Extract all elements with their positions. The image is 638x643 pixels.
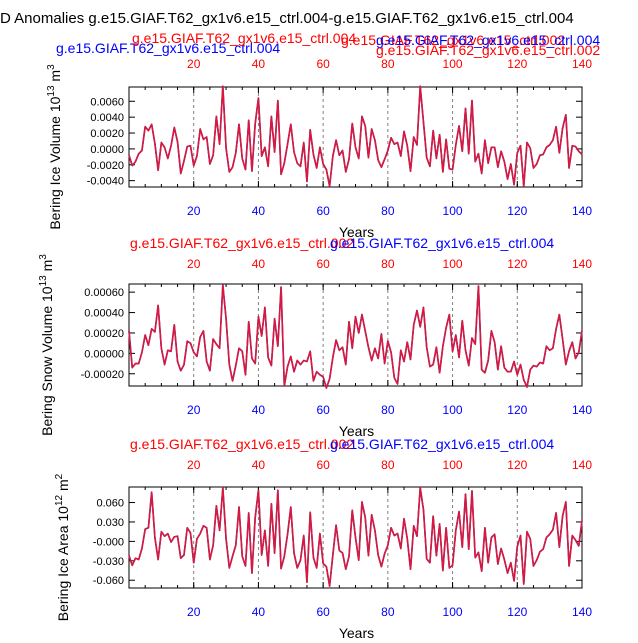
y-axis-label-part: m: [47, 70, 63, 86]
x-tick-label-top: 140: [572, 57, 592, 71]
x-tick-label: 120: [507, 403, 527, 417]
x-tick-label: 140: [572, 204, 592, 218]
y-tick-label: 0.0040: [90, 112, 124, 124]
y-tick-label: -0.00020: [81, 369, 124, 381]
x-tick-label: 80: [381, 403, 395, 417]
panel-title-red-3: g.e15.GIAF.T62_gx1v6.e15_ctrl.002: [376, 42, 600, 58]
series-line: [128, 85, 583, 188]
x-tick-label: 40: [252, 403, 266, 417]
panel-2: g.e15.GIAF.T62_gx1v6.e15_ctrl.002g.e15.G…: [38, 235, 592, 439]
x-tick-label-top: 80: [381, 257, 395, 271]
y-axis-label-part: m: [55, 479, 71, 495]
y-tick-label: -0.000: [93, 536, 124, 548]
x-tick-label: 120: [507, 204, 527, 218]
panel-title-blue: g.e15.GIAF.T62_gx1v6.e15_ctrl.004: [330, 235, 554, 251]
y-axis-label-part: Bering Ice Volume 10: [47, 96, 63, 229]
x-tick-label: 60: [316, 605, 330, 619]
y-axis-label: Bering Ice Area 1012 m2: [54, 473, 71, 621]
x-tick-label: 140: [572, 403, 592, 417]
x-tick-label-top: 20: [187, 57, 201, 71]
x-tick-label-top: 80: [381, 458, 395, 472]
x-tick-label-top: 140: [572, 458, 592, 472]
panel-title-red: g.e15.GIAF.T62_gx1v6.e15_ctrl.002: [130, 235, 354, 251]
plot-frame: [128, 283, 583, 387]
x-tick-label-top: 100: [443, 57, 463, 71]
y-axis-label-part: 13: [38, 275, 49, 287]
y-tick-label: -0.0040: [87, 176, 124, 188]
series-line: [128, 284, 583, 389]
x-tick-label-top: 140: [572, 257, 592, 271]
y-tick-label: 0.00020: [84, 328, 124, 340]
x-tick-label-top: 40: [252, 57, 266, 71]
y-axis-label-part: Bering Ice Area 10: [55, 506, 71, 621]
y-tick-label: 0.00040: [84, 308, 124, 320]
x-tick-label: 40: [252, 605, 266, 619]
x-tick-label: 140: [572, 605, 592, 619]
x-tick-label: 20: [187, 605, 201, 619]
x-axis-label: Years: [339, 224, 374, 240]
x-tick-label-top: 20: [187, 458, 201, 472]
panel-title-blue: g.e15.GIAF.T62_gx1v6.e15_ctrl.004: [56, 40, 280, 56]
x-tick-label-top: 120: [507, 57, 527, 71]
x-tick-label: 100: [443, 204, 463, 218]
x-tick-label: 80: [381, 605, 395, 619]
panel-3: g.e15.GIAF.T62_gx1v6.e15_ctrl.002g.e15.G…: [54, 436, 592, 641]
y-tick-label: 0.0060: [90, 96, 124, 108]
x-axis-label: Years: [339, 625, 374, 638]
y-axis-label: Bering Snow Volume 1013 m3: [38, 254, 55, 436]
x-tick-label-top: 60: [316, 458, 330, 472]
y-tick-label: 0.0020: [90, 128, 124, 140]
x-tick-label-top: 120: [507, 458, 527, 472]
x-tick-label: 60: [316, 204, 330, 218]
x-axis-label: Years: [339, 423, 374, 439]
x-tick-label: 40: [252, 204, 266, 218]
x-tick-label: 80: [381, 204, 395, 218]
y-tick-label: 0.030: [96, 517, 124, 529]
page-title: D Anomalies g.e15.GIAF.T62_gx1v6.e15_ctr…: [0, 10, 574, 27]
x-tick-label-top: 40: [252, 458, 266, 472]
plot-frame: [128, 86, 583, 188]
series-line-base: [128, 85, 583, 188]
y-axis-label-part: Bering Snow Volume 10: [39, 286, 55, 436]
y-axis-label-part: 3: [38, 254, 49, 260]
x-tick-label-top: 20: [187, 257, 201, 271]
y-tick-label: -0.060: [93, 575, 124, 587]
y-axis-label: Bering Ice Volume 1013 m3: [46, 64, 63, 230]
x-tick-label-top: 40: [252, 257, 266, 271]
x-tick-label: 120: [507, 605, 527, 619]
y-tick-label: -0.030: [93, 556, 124, 568]
panel-1: g.e15.GIAF.T62_gx1v6.e15_ctrl.004g.e15.G…: [46, 30, 600, 240]
panel-title-red-2: g.e15.GIAF.T62_gx1v6.e15_ctrl.002: [341, 32, 565, 48]
y-tick-label: 0.00000: [84, 348, 124, 360]
y-tick-label: 0.060: [96, 498, 124, 510]
y-axis-label-part: 2: [54, 473, 65, 479]
y-axis-label-part: 13: [46, 85, 57, 97]
x-tick-label-top: 60: [316, 257, 330, 271]
y-tick-label: -0.0020: [87, 160, 124, 172]
y-axis-label-part: 3: [46, 64, 57, 70]
x-tick-label: 60: [316, 403, 330, 417]
x-tick-label-top: 100: [443, 257, 463, 271]
y-tick-label: 0.0000: [90, 144, 124, 156]
x-tick-label: 20: [187, 403, 201, 417]
panel-title-red: g.e15.GIAF.T62_gx1v6.e15_ctrl.002: [130, 436, 354, 452]
x-tick-label-top: 120: [507, 257, 527, 271]
panel-title-blue: g.e15.GIAF.T62_gx1v6.e15_ctrl.004: [330, 436, 554, 452]
x-tick-label: 100: [443, 403, 463, 417]
panel-title-blue-2: g.e15.GIAF.T62_gx1v6.e15_ctrl.004: [376, 32, 600, 48]
series-line-base: [128, 284, 583, 389]
y-axis-label-part: 12: [54, 494, 65, 506]
x-tick-label-top: 100: [443, 458, 463, 472]
series-line: [128, 486, 583, 587]
panel-title-red: g.e15.GIAF.T62_gx1v6.e15_ctrl.004: [132, 30, 356, 46]
y-axis-label-part: m: [39, 260, 55, 276]
y-tick-label: 0.00060: [84, 287, 124, 299]
x-tick-label: 20: [187, 204, 201, 218]
x-tick-label: 100: [443, 605, 463, 619]
x-tick-label-top: 80: [381, 57, 395, 71]
x-tick-label-top: 60: [316, 57, 330, 71]
